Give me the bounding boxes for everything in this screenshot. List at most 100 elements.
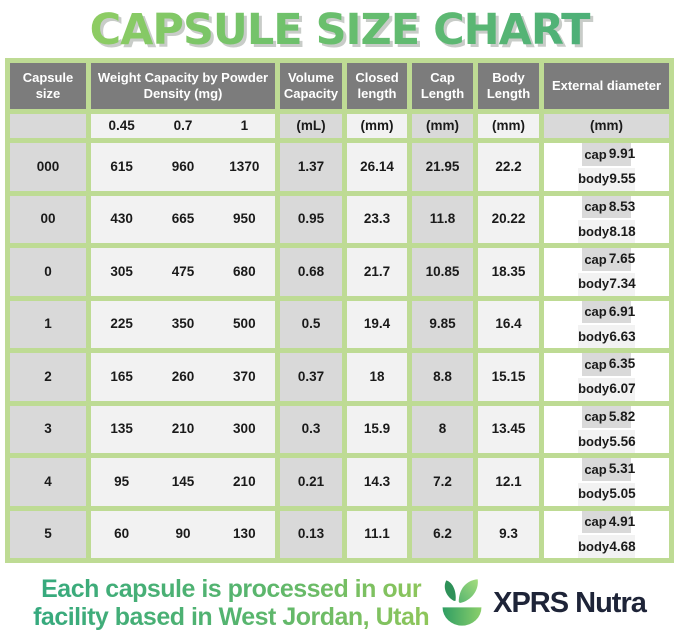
subheader-body-unit: (mm)	[478, 114, 539, 138]
body-length-cell: 18.35	[478, 248, 539, 296]
volume-capacity-cell: 0.13	[280, 510, 342, 558]
weight-at-1: 500	[233, 316, 256, 332]
weight-at-1: 680	[233, 263, 256, 279]
subheader-empty	[10, 114, 86, 138]
weight-capacity-cell: 615 960 1370	[91, 143, 275, 191]
weight-at-045: 95	[114, 473, 130, 489]
weight-capacity-cell: 430 665 950	[91, 195, 275, 243]
external-diameter-cell: cap 5.82 body 5.56	[544, 405, 669, 453]
leaf-bowl-logo-icon	[442, 579, 482, 626]
external-diameter-cell: cap 6.91 body 6.63	[544, 300, 669, 348]
weight-capacity-cell: 60 90 130	[91, 510, 275, 558]
capsule-size-cell: 5	[10, 510, 86, 558]
density-07: 0.7	[173, 117, 193, 133]
footer-note-line2: facility based in West Jordan, Utah	[33, 603, 430, 631]
weight-at-07: 90	[175, 526, 191, 542]
external-cap-label: cap	[584, 356, 607, 372]
brand-name: XPRS Nutra	[493, 586, 647, 619]
weight-capacity-cell: 305 475 680	[91, 248, 275, 296]
cap-length-cell: 21.95	[412, 143, 473, 191]
weight-at-045: 305	[110, 263, 133, 279]
subheader-cap-unit: (mm)	[412, 114, 473, 138]
weight-capacity-cell: 225 350 500	[91, 300, 275, 348]
weight-at-045: 615	[110, 158, 133, 174]
external-cap-label: cap	[584, 409, 607, 425]
header-cap-length: Cap Length	[412, 63, 473, 109]
external-cap-row: cap 7.65	[582, 248, 635, 271]
header-capsule-size: Capsule size	[10, 63, 86, 109]
weight-at-1: 370	[233, 368, 256, 384]
closed-length-cell: 14.3	[347, 458, 407, 506]
volume-capacity-cell: 0.21	[280, 458, 342, 506]
capsule-size-cell: 1	[10, 300, 86, 348]
external-body-value: 6.63	[609, 328, 636, 344]
footer-note: Each capsule is processed in our facilit…	[33, 575, 429, 631]
body-length-cell: 22.2	[478, 143, 539, 191]
cap-length-cell: 6.2	[412, 510, 473, 558]
external-body-row: body 5.05	[577, 482, 636, 506]
closed-length-cell: 19.4	[347, 300, 407, 348]
footer-note-line1: Each capsule is processed in our	[41, 575, 422, 603]
closed-length-cell: 26.14	[347, 143, 407, 191]
external-cap-value: 5.31	[608, 461, 636, 477]
capsule-size-cell: 2	[10, 353, 86, 401]
external-diameter-cell: cap 9.91 body 9.55	[544, 143, 669, 191]
external-body-label: body	[578, 328, 610, 344]
external-cap-label: cap	[584, 514, 607, 530]
weight-at-1: 950	[233, 211, 256, 227]
weight-at-045: 135	[110, 421, 133, 437]
external-body-row: body 6.63	[577, 325, 636, 348]
external-body-row: body 9.55	[577, 167, 636, 191]
weight-at-07: 665	[171, 211, 195, 227]
external-cap-label: cap	[584, 461, 607, 477]
header-external-diameter: External diameter	[544, 63, 669, 109]
external-body-value: 6.07	[609, 381, 636, 397]
volume-capacity-cell: 1.37	[280, 143, 342, 191]
header-volume-capacity: Volume Capacity	[280, 63, 342, 109]
weight-at-1: 1370	[229, 158, 260, 174]
closed-length-cell: 11.1	[347, 510, 407, 558]
body-length-cell: 12.1	[478, 458, 539, 506]
body-length-cell: 16.4	[478, 300, 539, 348]
subheader-densities: 0.45 0.7 1	[91, 114, 275, 138]
footer: Each capsule is processed in our facilit…	[0, 571, 679, 635]
external-body-row: body 6.07	[577, 377, 636, 401]
external-cap-row: cap 6.91	[582, 300, 635, 324]
external-cap-row: cap 5.82	[582, 405, 635, 429]
external-body-label: body	[578, 381, 610, 397]
weight-at-045: 225	[110, 316, 133, 332]
header-weight-capacity: Weight Capacity by Powder Density (mg)	[91, 63, 275, 109]
brand: XPRS Nutra	[435, 576, 647, 630]
external-diameter-cell: cap 7.65 body 7.34	[544, 248, 669, 296]
weight-capacity-cell: 135 210 300	[91, 405, 275, 453]
capsule-size-cell: 0	[10, 248, 86, 296]
external-cap-value: 8.53	[608, 198, 636, 214]
body-length-cell: 15.15	[478, 353, 539, 401]
volume-capacity-cell: 0.37	[280, 353, 342, 401]
external-body-label: body	[578, 486, 610, 502]
capsule-size-cell: 4	[10, 458, 86, 506]
external-cap-label: cap	[584, 146, 607, 162]
volume-capacity-cell: 0.68	[280, 248, 342, 296]
volume-capacity-cell: 0.95	[280, 195, 342, 243]
external-cap-value: 6.91	[608, 303, 636, 319]
capsule-size-cell: 3	[10, 405, 86, 453]
weight-at-1: 300	[233, 421, 256, 437]
subheader-closed-unit: (mm)	[347, 114, 407, 138]
external-cap-row: cap 9.91	[582, 143, 635, 166]
weight-at-1: 210	[233, 473, 256, 489]
external-body-value: 8.18	[609, 223, 636, 239]
closed-length-cell: 15.9	[347, 405, 407, 453]
external-cap-value: 6.35	[608, 356, 636, 372]
external-cap-label: cap	[584, 251, 607, 267]
external-body-row: body 8.18	[577, 220, 636, 243]
weight-capacity-cell: 95 145 210	[91, 458, 275, 506]
capsule-size-cell: 000	[10, 143, 86, 191]
external-body-label: body	[578, 433, 610, 449]
cap-length-cell: 8	[412, 405, 473, 453]
weight-at-07: 260	[171, 368, 195, 384]
external-body-row: body 7.34	[577, 272, 636, 296]
external-diameter-cell: cap 5.31 body 5.05	[544, 458, 669, 506]
body-length-cell: 13.45	[478, 405, 539, 453]
cap-length-cell: 10.85	[412, 248, 473, 296]
